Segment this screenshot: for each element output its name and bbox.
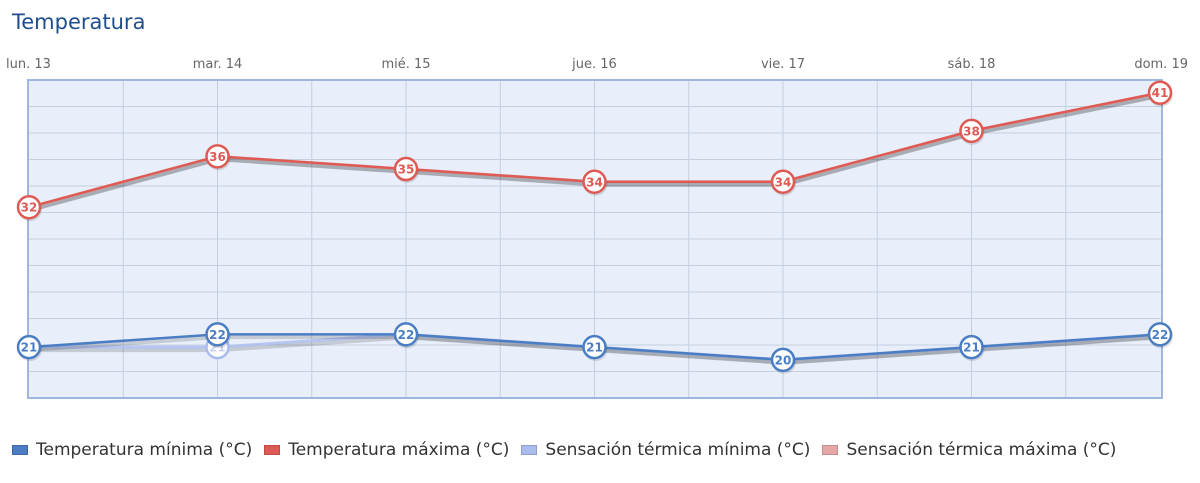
chart-title: Temperatura (12, 10, 146, 34)
series-max-data-label: 32 (21, 201, 38, 215)
x-tick-label: mar. 14 (193, 57, 243, 72)
series-max-marker (205, 144, 230, 169)
legend-swatch-feels-min (521, 445, 538, 455)
x-tick-label: sáb. 18 (948, 57, 996, 72)
legend-item-min-temp[interactable]: Temperatura mínima (°C) (12, 440, 252, 460)
series-min-marker (582, 334, 607, 360)
series-min-marker (959, 334, 984, 360)
plot-border (27, 79, 1163, 399)
legend-label-min-temp: Temperatura mínima (°C) (36, 440, 253, 460)
legend-swatch-min-temp (12, 445, 28, 455)
legend-item-max-temp[interactable]: Temperatura máxima (°C) (264, 440, 509, 460)
series-max-data-label: 34 (775, 175, 792, 189)
temperature-chart: lun. 13 mar. 14 mié. 15 jue. 16 vie. 17 sáb. … (6, 57, 1188, 399)
series-min-data-label: 22 (209, 328, 226, 342)
series-min-data-label: 20 (775, 353, 792, 367)
series-min-data-label: 22 (1152, 328, 1169, 342)
series-min-marker (205, 322, 230, 347)
x-tick-label: dom. 19 (1134, 57, 1188, 72)
legend-label-feels-max: Sensación térmica máxima (°C) (846, 440, 1117, 460)
series-max-data-label: 35 (398, 163, 415, 177)
series-min-marker (1147, 322, 1173, 347)
x-tick-label: jue. 16 (571, 57, 617, 72)
legend-swatch-max-temp (264, 445, 281, 455)
x-tick-label: lun. 13 (6, 57, 51, 72)
legend-label-feels-min: Sensación térmica mínima (°C) (545, 440, 811, 460)
x-tick-label: vie. 17 (761, 57, 805, 72)
legend-swatch-feels-max (822, 445, 839, 455)
series-min-marker (16, 334, 42, 360)
series-min-marker (770, 347, 796, 373)
series-min-data-label: 21 (586, 341, 603, 355)
series-min-data-label: 21 (21, 341, 38, 355)
series-max-data-label: 34 (586, 175, 603, 189)
series-min-data-label: 21 (963, 341, 980, 355)
series-max-marker (770, 169, 796, 195)
series-max-marker (1147, 80, 1173, 105)
series-max-marker (16, 194, 42, 220)
series-max-marker (582, 169, 607, 195)
legend: Temperatura mínima (°C) Temperatura máxi… (12, 440, 1128, 460)
legend-item-feels-max[interactable]: Sensación térmica máxima (°C) (822, 440, 1116, 460)
legend-item-feels-min[interactable]: Sensación térmica mínima (°C) (521, 440, 810, 460)
series-max-marker (393, 156, 419, 182)
series-max-marker (959, 118, 984, 144)
series-min-marker (393, 322, 419, 347)
series-max-data-label: 41 (1152, 86, 1169, 100)
series-max-data-label: 36 (209, 150, 226, 164)
legend-label-max-temp: Temperatura máxima (°C) (288, 440, 510, 460)
series-min-data-label: 22 (398, 328, 415, 342)
x-tick-label: mié. 15 (381, 57, 430, 72)
series-max-data-label: 38 (963, 124, 980, 138)
